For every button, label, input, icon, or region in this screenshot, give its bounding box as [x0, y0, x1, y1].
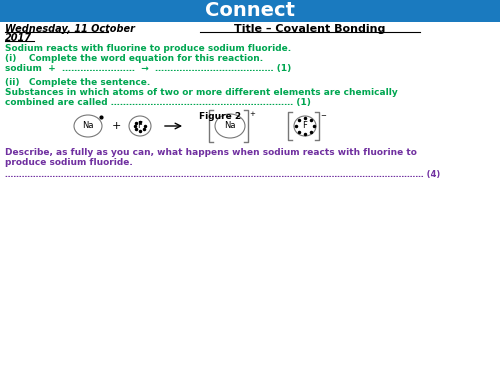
Text: −: −	[320, 113, 326, 119]
Text: combined are called …………………………………………………… (1): combined are called ………………………………………………………	[5, 98, 311, 107]
Text: F: F	[138, 122, 142, 130]
Text: produce sodium fluoride.: produce sodium fluoride.	[5, 158, 133, 167]
Text: Wednesday, 11 October: Wednesday, 11 October	[5, 24, 135, 34]
Text: Describe, as fully as you can, what happens when sodium reacts with fluorine to: Describe, as fully as you can, what happ…	[5, 148, 417, 157]
Text: 2017: 2017	[5, 33, 32, 43]
Text: sodium  +  ……………………  →  ………………………………… (1): sodium + …………………… → ………………………………… (1)	[5, 64, 291, 73]
Ellipse shape	[129, 116, 151, 136]
Text: (i)    Complete the word equation for this reaction.: (i) Complete the word equation for this …	[5, 54, 263, 63]
Text: Substances in which atoms of two or more different elements are chemically: Substances in which atoms of two or more…	[5, 88, 398, 97]
FancyBboxPatch shape	[0, 0, 500, 22]
Ellipse shape	[215, 114, 245, 138]
Text: Na: Na	[82, 122, 94, 130]
Ellipse shape	[294, 116, 316, 136]
Text: Figure 2: Figure 2	[199, 112, 241, 121]
Text: (ii)   Complete the sentence.: (ii) Complete the sentence.	[5, 78, 150, 87]
Text: …………………………………………………………………………………………………………………………………… (4): ……………………………………………………………………………………………………………	[5, 170, 440, 179]
Text: Sodium reacts with fluorine to produce sodium fluoride.: Sodium reacts with fluorine to produce s…	[5, 44, 291, 53]
Text: F: F	[302, 122, 308, 130]
Text: +: +	[249, 111, 255, 117]
Text: Title – Covalent Bonding: Title – Covalent Bonding	[234, 24, 386, 34]
Ellipse shape	[74, 115, 102, 137]
Text: Connect: Connect	[205, 2, 295, 21]
Text: Na: Na	[224, 122, 236, 130]
Text: +: +	[112, 121, 120, 131]
